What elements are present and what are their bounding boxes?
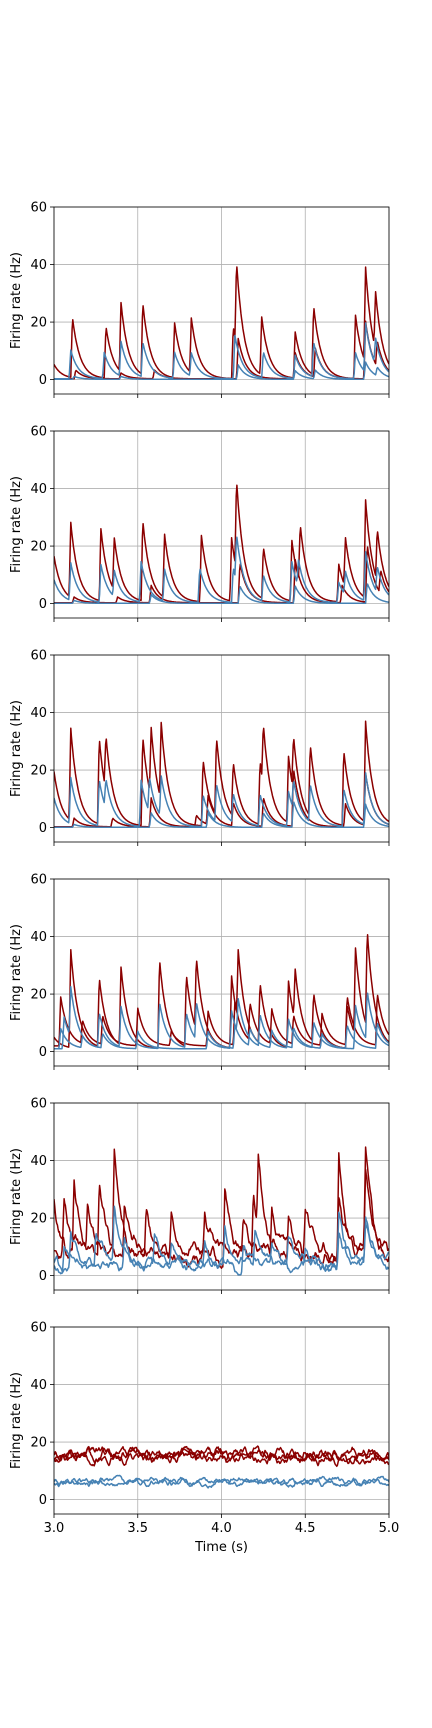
series-group bbox=[54, 1445, 389, 1489]
y-tick-label: 0 bbox=[39, 1045, 47, 1060]
series-group bbox=[54, 484, 389, 605]
y-axis-label: Firing rate (Hz) bbox=[9, 476, 24, 573]
x-tick-label: 3.0 bbox=[44, 1521, 65, 1536]
y-tick-label: 40 bbox=[30, 258, 47, 273]
y-tick-label: 0 bbox=[39, 1269, 47, 1284]
y-tick-label: 20 bbox=[30, 1436, 47, 1451]
y-tick-label: 20 bbox=[30, 764, 47, 779]
inh-series-line bbox=[54, 1477, 389, 1489]
y-tick-label: 40 bbox=[30, 1154, 47, 1169]
inh-series-line bbox=[54, 986, 389, 1050]
series-group bbox=[54, 1146, 389, 1276]
y-axis-label: Firing rate (Hz) bbox=[9, 1372, 24, 1469]
y-tick-label: 40 bbox=[30, 482, 47, 497]
y-tick-label: 60 bbox=[30, 649, 47, 664]
y-axis-label: Firing rate (Hz) bbox=[9, 700, 24, 797]
series-group bbox=[54, 720, 389, 829]
exc-series-line bbox=[54, 720, 389, 827]
inh-series-line bbox=[54, 1022, 389, 1050]
inh-series-line bbox=[54, 361, 389, 381]
panel-3: 0 20 40 60 Firing rate (Hz) bbox=[9, 649, 390, 846]
y-tick-label: 60 bbox=[30, 1097, 47, 1112]
inh-series-line bbox=[54, 772, 389, 828]
y-tick-label: 0 bbox=[39, 821, 47, 836]
panel-2: 0 20 40 60 Firing rate (Hz) bbox=[9, 425, 390, 622]
y-tick-label: 20 bbox=[30, 540, 47, 555]
y-tick-label: 0 bbox=[39, 597, 47, 612]
exc-series-line bbox=[54, 484, 389, 603]
inh-series-line bbox=[54, 322, 389, 380]
exc-series-line bbox=[54, 1445, 389, 1465]
inh-series-line bbox=[54, 801, 389, 829]
exc-series-line bbox=[54, 1168, 389, 1264]
y-tick-label: 60 bbox=[30, 873, 47, 888]
y-axis-label: Firing rate (Hz) bbox=[9, 1148, 24, 1245]
y-tick-label: 0 bbox=[39, 1493, 47, 1508]
panel-1: 0 20 40 60 Firing rate (Hz) bbox=[9, 201, 390, 398]
inh-series-line bbox=[54, 1474, 389, 1488]
inh-series-line bbox=[54, 583, 389, 605]
panel-4: 0 20 40 60 Firing rate (Hz) bbox=[9, 873, 390, 1070]
y-tick-label: 60 bbox=[30, 1321, 47, 1336]
y-tick-label: 60 bbox=[30, 425, 47, 440]
y-tick-label: 20 bbox=[30, 988, 47, 1003]
y-axis-label: Firing rate (Hz) bbox=[9, 924, 24, 1021]
y-axis-label: Firing rate (Hz) bbox=[9, 252, 24, 349]
y-tick-label: 60 bbox=[30, 201, 47, 216]
y-tick-label: 40 bbox=[30, 1378, 47, 1393]
series-group bbox=[54, 934, 389, 1050]
panel-6: 0 20 40 60 3.0 3.5 4.0 4.5 5.0 Firing rate (Hz) Ti… bbox=[9, 1321, 399, 1556]
y-tick-label: 40 bbox=[30, 706, 47, 721]
y-tick-label: 0 bbox=[39, 373, 47, 388]
y-tick-label: 40 bbox=[30, 930, 47, 945]
x-tick-label: 5.0 bbox=[379, 1521, 400, 1536]
exc-series-line bbox=[54, 1449, 389, 1468]
panel-5: 0 20 40 60 Firing rate (Hz) bbox=[9, 1097, 390, 1294]
x-axis-label: Time (s) bbox=[194, 1540, 248, 1555]
exc-series-line bbox=[54, 1146, 389, 1269]
x-tick-label: 3.5 bbox=[127, 1521, 148, 1536]
exc-series-line bbox=[54, 994, 389, 1047]
y-tick-label: 20 bbox=[30, 1212, 47, 1227]
inh-series-line bbox=[54, 1222, 389, 1276]
y-tick-label: 20 bbox=[30, 316, 47, 331]
x-tick-label: 4.5 bbox=[295, 1521, 316, 1536]
series-group bbox=[54, 266, 389, 381]
x-tick-label: 4.0 bbox=[211, 1521, 232, 1536]
inh-series-line bbox=[54, 536, 389, 604]
